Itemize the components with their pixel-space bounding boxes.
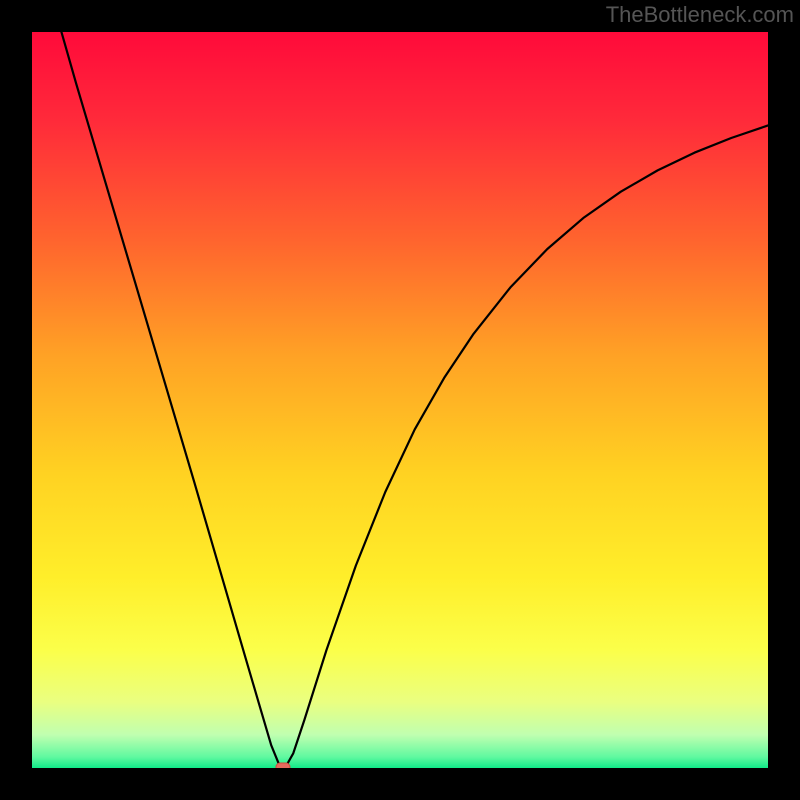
plot-background bbox=[32, 32, 768, 768]
chart-container: TheBottleneck.com bbox=[0, 0, 800, 800]
chart-svg bbox=[0, 0, 800, 800]
watermark-text: TheBottleneck.com bbox=[606, 2, 794, 28]
